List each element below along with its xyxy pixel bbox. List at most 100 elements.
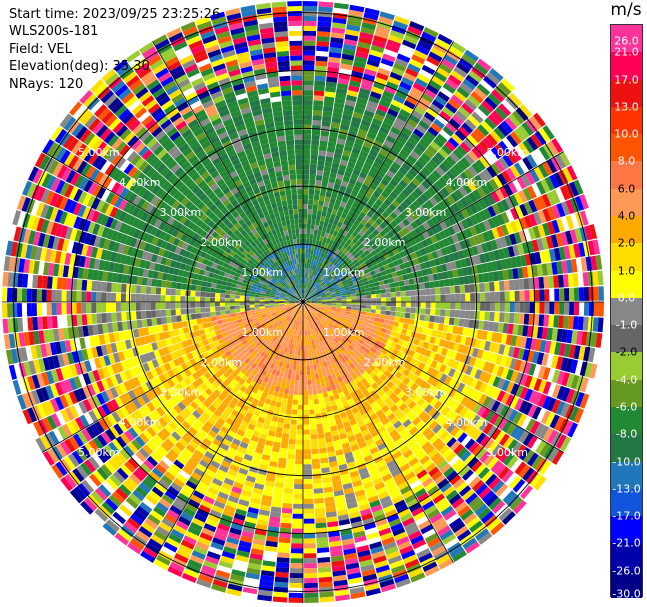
radar-gate bbox=[165, 411, 175, 421]
radar-gate bbox=[533, 112, 546, 127]
radar-gate bbox=[135, 451, 147, 463]
radar-gate bbox=[215, 569, 231, 579]
radar-gate bbox=[402, 218, 410, 227]
radar-gate bbox=[313, 333, 317, 339]
radar-gate bbox=[192, 490, 205, 500]
radar-gate bbox=[384, 315, 391, 320]
radar-gate bbox=[536, 326, 544, 339]
radar-gate bbox=[249, 502, 260, 510]
radar-gate bbox=[469, 284, 475, 293]
radar-gate bbox=[278, 457, 287, 464]
radar-gate bbox=[333, 324, 339, 330]
radar-gate bbox=[176, 473, 188, 484]
radar-gate bbox=[144, 518, 158, 530]
radar-gate bbox=[348, 157, 358, 164]
radar-gate bbox=[439, 482, 452, 493]
radar-gate bbox=[319, 452, 328, 459]
radar-gate bbox=[494, 106, 508, 120]
radar-gate bbox=[431, 250, 439, 259]
radar-gate bbox=[318, 6, 333, 13]
radar-gate bbox=[340, 396, 347, 403]
radar-gate bbox=[493, 127, 506, 140]
radar-gate bbox=[329, 420, 337, 427]
radar-gate bbox=[360, 119, 372, 127]
radar-gate bbox=[308, 314, 311, 320]
radar-gate bbox=[385, 292, 391, 298]
radar-gate bbox=[264, 418, 272, 426]
radar-gate bbox=[435, 308, 441, 316]
radar-gate bbox=[342, 48, 356, 56]
radar-gate bbox=[329, 131, 339, 139]
radar-gate bbox=[498, 466, 510, 480]
radar-gate bbox=[360, 308, 367, 312]
radar-gate bbox=[311, 458, 320, 465]
radar-gate bbox=[309, 359, 313, 365]
radar-gate bbox=[318, 566, 332, 573]
radar-gate bbox=[441, 406, 451, 417]
radar-gate bbox=[296, 304, 300, 308]
radar-gate bbox=[306, 304, 310, 308]
radar-gate bbox=[549, 414, 560, 429]
radar-gate bbox=[346, 259, 353, 265]
radar-gate bbox=[422, 364, 431, 373]
radar-gate bbox=[250, 342, 256, 348]
radar-gate bbox=[324, 91, 336, 98]
radar-gate bbox=[367, 442, 377, 451]
radar-gate bbox=[265, 540, 278, 548]
radar-gate bbox=[513, 313, 520, 324]
radar-gate bbox=[545, 412, 556, 427]
radar-gate bbox=[220, 426, 230, 435]
radar-gate bbox=[222, 509, 235, 518]
radar-gate bbox=[183, 377, 192, 386]
radar-gate bbox=[232, 517, 245, 526]
radar-gate bbox=[528, 313, 535, 326]
radar-gate bbox=[269, 516, 281, 523]
radar-gate bbox=[276, 467, 286, 474]
radar-gate bbox=[555, 154, 567, 169]
radar-gate bbox=[407, 272, 414, 280]
radar-gate bbox=[369, 312, 376, 317]
radar-gate bbox=[361, 568, 376, 577]
radar-gate bbox=[350, 290, 356, 295]
radar-gate bbox=[138, 526, 153, 538]
radar-gate bbox=[337, 133, 347, 141]
radar-gate bbox=[311, 300, 317, 302]
radar-gate bbox=[431, 545, 447, 557]
radar-gate bbox=[496, 201, 506, 213]
radar-gate bbox=[305, 305, 309, 310]
radar-gate bbox=[60, 441, 72, 456]
radar-gate bbox=[336, 303, 342, 306]
radar-gate bbox=[173, 459, 185, 470]
radar-gate bbox=[305, 315, 308, 321]
radar-gate bbox=[319, 195, 325, 202]
radar-gate bbox=[274, 431, 283, 438]
radar-gate bbox=[346, 245, 352, 251]
radar-gate bbox=[527, 325, 534, 338]
radar-gate bbox=[321, 323, 326, 329]
radar-gate bbox=[105, 498, 119, 511]
radar-gate bbox=[293, 308, 297, 313]
radar-gate bbox=[413, 235, 421, 244]
radar-gate bbox=[451, 114, 464, 126]
radar-gate bbox=[72, 468, 85, 483]
radar-gate bbox=[445, 451, 457, 463]
radar-gate bbox=[456, 210, 465, 221]
radar-gate bbox=[555, 401, 566, 416]
radar-gate bbox=[462, 537, 477, 550]
radar-gate bbox=[142, 478, 155, 490]
radar-gate bbox=[300, 320, 302, 326]
radar-gate bbox=[303, 439, 311, 445]
radar-gate bbox=[295, 335, 298, 341]
radar-gate bbox=[344, 371, 351, 379]
radar-gate bbox=[491, 110, 504, 123]
radar-gate bbox=[303, 164, 310, 170]
radar-gate bbox=[360, 345, 367, 351]
radar-gate bbox=[336, 307, 342, 310]
radar-gate bbox=[314, 282, 318, 288]
radar-gate bbox=[386, 238, 394, 246]
radar-gate bbox=[368, 371, 376, 379]
radar-gate bbox=[277, 327, 282, 332]
radar-gate bbox=[523, 402, 533, 416]
radar-gate bbox=[316, 306, 321, 309]
radar-gate bbox=[568, 344, 576, 359]
